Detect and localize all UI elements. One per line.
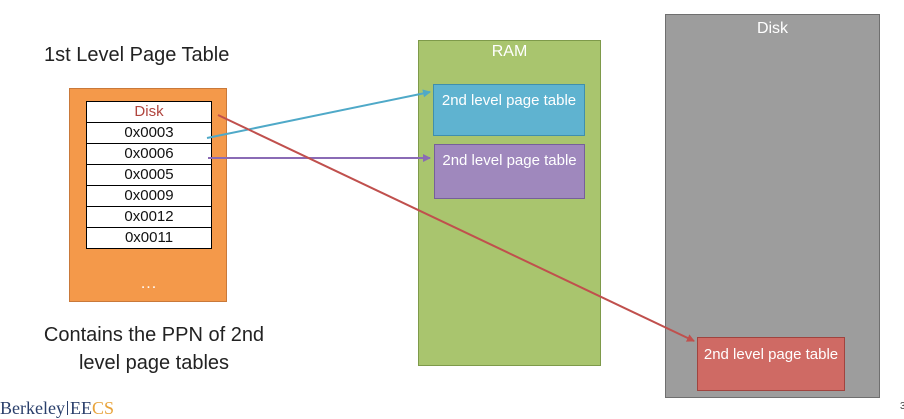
page-number: 3: [900, 401, 904, 412]
caption: Contains the PPN of 2nd level page table…: [43, 324, 265, 374]
page-table-container: Disk 0x0003 0x0006 0x0005 0x0009 0x0012 …: [69, 88, 227, 302]
ram-label: RAM: [491, 43, 528, 60]
disk-label: Disk: [756, 20, 789, 37]
logo-berkeley-text: Berkeley: [0, 398, 65, 418]
arrow-blue: [206, 89, 431, 139]
page-table-row: 0x0011: [86, 228, 212, 249]
arrow-red: [217, 114, 695, 342]
berkeley-eecs-logo: Berkeley EECS: [0, 398, 114, 419]
page-table: Disk 0x0003 0x0006 0x0005 0x0009 0x0012 …: [86, 101, 212, 249]
page-table-row: 0x0009: [86, 186, 212, 207]
logo-ee-text: EE: [69, 398, 92, 418]
page-table-row-disk: Disk: [86, 101, 212, 123]
page-table-row: 0x0006: [86, 144, 212, 165]
second-level-table-ram-blue: 2nd level page table: [433, 84, 585, 136]
page-table-row: 0x0003: [86, 123, 212, 144]
page-table-row: 0x0005: [86, 165, 212, 186]
second-level-table-ram-purple: 2nd level page table: [434, 144, 585, 199]
disk-box: [665, 14, 880, 398]
second-level-table-disk: 2nd level page table: [697, 337, 845, 391]
page-table-ellipsis: ...: [140, 275, 158, 292]
logo-cs-text: CS: [91, 398, 114, 418]
page-table-row: 0x0012: [86, 207, 212, 228]
first-level-page-table-title: 1st Level Page Table: [44, 44, 230, 66]
